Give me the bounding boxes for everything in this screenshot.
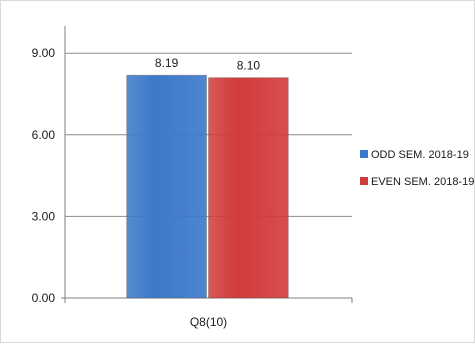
labels: 0.00 3.00 6.00 9.00 8.19 8.10 Q8(10) [32,46,261,329]
y-tick-label: 0.00 [32,291,56,305]
legend-label: ODD SEM. 2018-19 [371,149,469,161]
bars [126,74,289,299]
x-category-label: Q8(10) [190,315,227,329]
legend-swatch [360,150,368,158]
bar-even-sem-2018-19 [208,77,289,299]
y-tick-label: 3.00 [32,209,56,223]
y-tick-label: 6.00 [32,128,56,142]
data-label: 8.19 [155,56,179,70]
legend-swatch [360,177,368,185]
y-tick-label: 9.00 [32,46,56,60]
data-label: 8.10 [237,59,261,73]
legend: ODD SEM. 2018-19 EVEN SEM. 2018-19 [360,149,474,188]
legend-label: EVEN SEM. 2018-19 [371,176,474,188]
bar-odd-sem-2018-19 [126,74,207,299]
